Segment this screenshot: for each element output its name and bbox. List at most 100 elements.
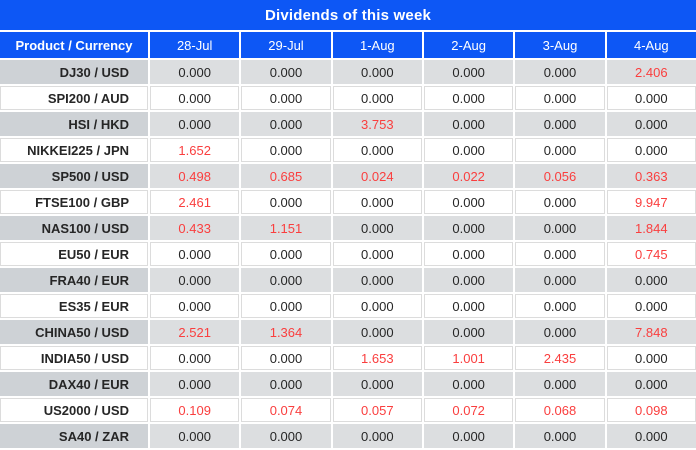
dividend-value-cell: 0.098 xyxy=(606,398,696,422)
dividend-value-cell: 0.000 xyxy=(423,112,514,136)
dividend-value-cell: 0.000 xyxy=(241,424,331,448)
dividend-value-cell: 0.000 xyxy=(423,60,514,84)
dividend-value-cell: 7.848 xyxy=(606,320,696,344)
title-bar: Dividends of this week xyxy=(0,0,696,30)
dividend-value-cell: 0.000 xyxy=(150,60,240,84)
dividend-value-cell: 0.057 xyxy=(332,398,422,422)
dividend-value-cell: 0.000 xyxy=(332,372,422,396)
product-currency-cell: DAX40 / EUR xyxy=(0,372,148,396)
table-row: FRA40 / EUR 0.000 0.000 0.000 0.000 0.000 0.00… xyxy=(0,268,696,292)
table-row: CHINA50 / USD 2.521 1.364 0.000 0.000 0.000 7.… xyxy=(0,320,696,344)
product-currency-cell: HSI / HKD xyxy=(0,112,148,136)
dividend-value-cell: 0.000 xyxy=(150,346,240,370)
dividend-value-cell: 1.001 xyxy=(423,346,514,370)
dividend-value-cell: 0.000 xyxy=(606,138,696,162)
product-currency-header: Product / Currency xyxy=(0,32,148,58)
table-row: DAX40 / EUR 0.000 0.000 0.000 0.000 0.000 0.00… xyxy=(0,372,696,396)
product-currency-cell: EU50 / EUR xyxy=(0,242,148,266)
dividend-value-cell: 0.000 xyxy=(515,320,605,344)
page-title: Dividends of this week xyxy=(264,6,432,24)
table-row: ES35 / EUR 0.000 0.000 0.000 0.000 0.000 0.000 xyxy=(0,294,696,318)
dividend-value-cell: 0.000 xyxy=(332,138,422,162)
product-currency-cell: NAS100 / USD xyxy=(0,216,148,240)
dividend-value-cell: 0.000 xyxy=(241,294,331,318)
date-column-header: 28-Jul xyxy=(150,32,240,58)
dividend-value-cell: 0.074 xyxy=(241,398,331,422)
dividend-value-cell: 0.000 xyxy=(423,138,514,162)
dividend-value-cell: 1.652 xyxy=(150,138,240,162)
dividend-value-cell: 0.000 xyxy=(332,190,422,214)
dividend-value-cell: 3.753 xyxy=(332,112,422,136)
dividend-value-cell: 0.000 xyxy=(606,346,696,370)
dividend-value-cell: 0.000 xyxy=(150,112,240,136)
dividend-value-cell: 0.000 xyxy=(241,138,331,162)
dividend-value-cell: 0.000 xyxy=(241,346,331,370)
dividend-value-cell: 1.364 xyxy=(241,320,331,344)
dividend-value-cell: 0.000 xyxy=(606,86,696,110)
dividend-value-cell: 1.151 xyxy=(241,216,331,240)
product-currency-cell: SA40 / ZAR xyxy=(0,424,148,448)
dividend-value-cell: 0.000 xyxy=(241,190,331,214)
dividend-value-cell: 0.433 xyxy=(150,216,240,240)
product-currency-cell: FRA40 / EUR xyxy=(0,268,148,292)
product-currency-cell: SP500 / USD xyxy=(0,164,148,188)
table-row: SA40 / ZAR 0.000 0.000 0.000 0.000 0.000 0.000 xyxy=(0,424,696,448)
product-currency-cell: NIKKEI225 / JPN xyxy=(0,138,148,162)
dividend-value-cell: 0.000 xyxy=(606,112,696,136)
dividend-value-cell: 0.000 xyxy=(332,86,422,110)
dividend-value-cell: 1.844 xyxy=(606,216,696,240)
table-row: US2000 / USD 0.109 0.074 0.057 0.072 0.068 0.0… xyxy=(0,398,696,422)
dividend-value-cell: 0.000 xyxy=(515,86,605,110)
dividend-value-cell: 0.000 xyxy=(150,242,240,266)
dividend-value-cell: 0.498 xyxy=(150,164,240,188)
dividend-value-cell: 0.000 xyxy=(332,320,422,344)
product-currency-cell: DJ30 / USD xyxy=(0,60,148,84)
product-currency-cell: US2000 / USD xyxy=(0,398,148,422)
dividend-value-cell: 2.461 xyxy=(150,190,240,214)
dividend-value-cell: 0.000 xyxy=(606,268,696,292)
dividend-value-cell: 0.000 xyxy=(606,294,696,318)
dividend-value-cell: 0.000 xyxy=(606,424,696,448)
dividend-value-cell: 0.000 xyxy=(332,268,422,292)
dividend-value-cell: 0.000 xyxy=(241,86,331,110)
dividend-value-cell: 0.000 xyxy=(423,372,514,396)
dividend-value-cell: 0.000 xyxy=(423,86,514,110)
table-row: EU50 / EUR 0.000 0.000 0.000 0.000 0.000 0.745 xyxy=(0,242,696,266)
dividend-value-cell: 0.000 xyxy=(241,242,331,266)
dividend-value-cell: 0.000 xyxy=(150,294,240,318)
dividend-value-cell: 0.000 xyxy=(515,138,605,162)
dividend-value-cell: 0.056 xyxy=(515,164,605,188)
dividend-value-cell: 0.000 xyxy=(150,424,240,448)
dividend-value-cell: 0.000 xyxy=(423,294,514,318)
dividend-value-cell: 0.000 xyxy=(515,294,605,318)
dividend-value-cell: 2.435 xyxy=(515,346,605,370)
dividend-value-cell: 9.947 xyxy=(606,190,696,214)
dividend-value-cell: 0.363 xyxy=(606,164,696,188)
date-column-header: 4-Aug xyxy=(606,32,696,58)
dividend-value-cell: 0.000 xyxy=(241,60,331,84)
dividend-value-cell: 0.000 xyxy=(150,372,240,396)
dividend-value-cell: 0.000 xyxy=(423,424,514,448)
dividend-value-cell: 0.000 xyxy=(332,60,422,84)
dividend-value-cell: 0.000 xyxy=(606,372,696,396)
dividend-value-cell: 0.109 xyxy=(150,398,240,422)
dividend-value-cell: 0.000 xyxy=(423,242,514,266)
date-column-header: 29-Jul xyxy=(241,32,331,58)
table-row: HSI / HKD 0.000 0.000 3.753 0.000 0.000 0.000 xyxy=(0,112,696,136)
dividend-value-cell: 0.000 xyxy=(241,112,331,136)
dividend-value-cell: 0.000 xyxy=(332,242,422,266)
dividend-value-cell: 0.022 xyxy=(423,164,514,188)
date-column-header: 2-Aug xyxy=(423,32,514,58)
table-header-row: Product / Currency 28-Jul 29-Jul 1-Aug 2-Au… xyxy=(0,32,696,58)
product-currency-cell: SPI200 / AUD xyxy=(0,86,148,110)
table-row: DJ30 / USD 0.000 0.000 0.000 0.000 0.000 2.406 xyxy=(0,60,696,84)
dividends-table: Product / Currency 28-Jul 29-Jul 1-Aug 2-Au… xyxy=(0,30,696,450)
dividend-value-cell: 0.072 xyxy=(423,398,514,422)
table-row: FTSE100 / GBP 2.461 0.000 0.000 0.000 0.000 9.… xyxy=(0,190,696,214)
product-currency-cell: FTSE100 / GBP xyxy=(0,190,148,214)
dividend-value-cell: 0.000 xyxy=(241,372,331,396)
dividend-value-cell: 0.000 xyxy=(332,294,422,318)
table-row: NIKKEI225 / JPN 1.652 0.000 0.000 0.000 0.000… xyxy=(0,138,696,162)
dividend-value-cell: 0.000 xyxy=(515,424,605,448)
